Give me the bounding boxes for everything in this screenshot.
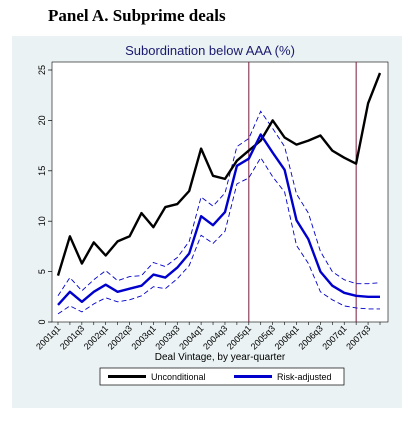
x-tick-label: 2006q1 xyxy=(273,323,301,351)
confidence-band-lower xyxy=(57,156,380,315)
x-tick-label: 2006q3 xyxy=(296,323,324,351)
x-tick-label: 2005q3 xyxy=(249,323,277,351)
x-tick-label: 2007q3 xyxy=(344,323,372,351)
x-tick-label: 2007q1 xyxy=(320,323,348,351)
y-tick-label: 10 xyxy=(37,216,47,226)
x-tick-label: 2004q1 xyxy=(177,323,205,351)
x-tick-label: 2005q1 xyxy=(225,323,253,351)
x-tick-label: 2002q3 xyxy=(106,323,134,351)
x-tick-label: 2001q1 xyxy=(34,323,62,351)
x-tick-label: 2003q3 xyxy=(153,323,181,351)
legend: Unconditional Risk-adjusted xyxy=(99,367,345,386)
plot-area xyxy=(51,61,389,323)
series-line-unconditional xyxy=(56,72,382,276)
x-axis-title: Deal Vintage, by year-quarter xyxy=(155,352,286,363)
x-axis: 2001q12001q32002q12002q32003q12003q32004… xyxy=(34,322,381,352)
y-tick-label: 5 xyxy=(37,269,47,274)
y-tick-label: 0 xyxy=(37,319,47,324)
x-tick-label: 2003q1 xyxy=(130,323,158,351)
x-tick-label: 2002q1 xyxy=(82,323,110,351)
series-line-risk-adjusted xyxy=(57,133,380,306)
series-layer xyxy=(56,72,382,306)
x-tick-label: 2004q3 xyxy=(201,323,229,351)
y-axis: 0 5 10 15 20 25 xyxy=(37,65,52,325)
y-tick-label: 25 xyxy=(37,65,47,75)
legend-label-risk-adjusted: Risk-adjusted xyxy=(277,372,332,382)
chart-title: Subordination below AAA (%) xyxy=(125,43,295,58)
vline-layer xyxy=(248,62,357,322)
x-tick-label: 2001q3 xyxy=(58,323,86,351)
legend-box xyxy=(99,367,345,386)
y-tick-label: 20 xyxy=(37,115,47,125)
confidence-band-upper xyxy=(57,110,381,297)
panel-title: Panel A. Subprime deals xyxy=(48,6,226,25)
y-tick-label: 15 xyxy=(37,166,47,176)
band-layer xyxy=(57,110,381,315)
legend-label-unconditional: Unconditional xyxy=(151,372,206,382)
